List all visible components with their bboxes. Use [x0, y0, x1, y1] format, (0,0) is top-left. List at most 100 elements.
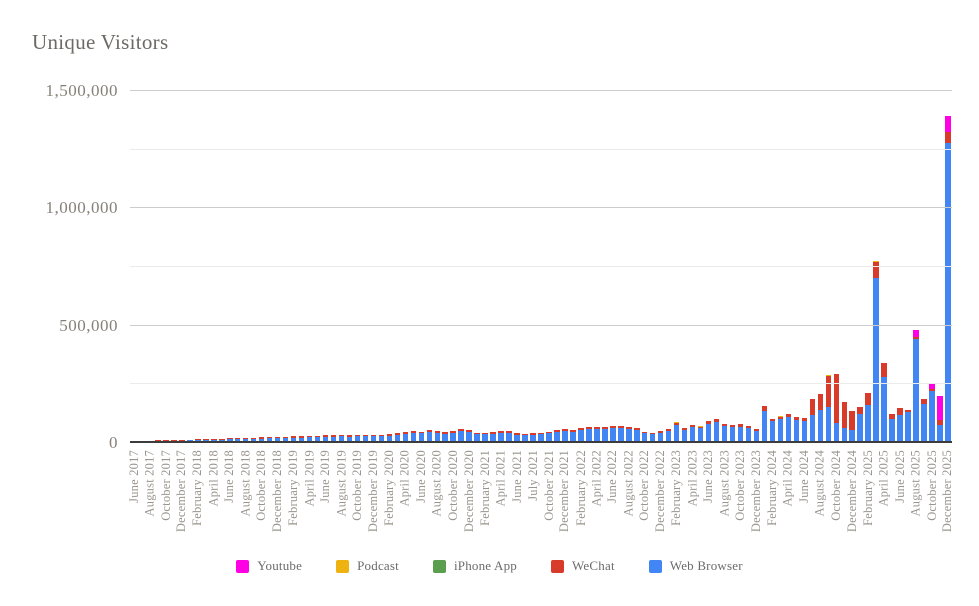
bar-segment-wechat[interactable]: [602, 426, 608, 429]
bar-segment-wechat[interactable]: [777, 416, 784, 420]
bar-segment-web-browser[interactable]: [657, 432, 664, 442]
bar-segment-wechat[interactable]: [179, 439, 185, 441]
bar-segment-web-browser[interactable]: [426, 431, 433, 442]
bar-september-2022[interactable]: [634, 427, 640, 442]
bar-segment-wechat[interactable]: [242, 437, 249, 439]
bar-segment-web-browser[interactable]: [897, 414, 903, 442]
bar-segment-web-browser[interactable]: [849, 429, 855, 442]
bar-segment-web-browser[interactable]: [586, 429, 592, 442]
bar-segment-wechat[interactable]: [929, 389, 935, 392]
bar-january-2020[interactable]: [378, 434, 385, 442]
bar-segment-wechat[interactable]: [610, 425, 616, 428]
bar-april-2020[interactable]: [402, 431, 409, 442]
bar-segment-web-browser[interactable]: [458, 430, 464, 442]
bar-segment-wechat[interactable]: [634, 428, 640, 431]
bar-may-2020[interactable]: [410, 431, 417, 442]
bar-march-2023[interactable]: [681, 427, 688, 442]
bar-february-2023[interactable]: [673, 422, 680, 442]
bar-july-2025[interactable]: [905, 410, 911, 442]
bar-segment-web-browser[interactable]: [306, 437, 313, 442]
bar-segment-web-browser[interactable]: [298, 437, 305, 442]
bar-july-2024[interactable]: [809, 398, 816, 442]
bar-september-2024[interactable]: [825, 375, 832, 442]
bar-april-2025[interactable]: [881, 363, 887, 442]
bar-segment-web-browser[interactable]: [530, 434, 536, 442]
bar-august-2020[interactable]: [434, 431, 440, 442]
bar-august-2025[interactable]: [913, 330, 919, 442]
bar-segment-wechat[interactable]: [857, 407, 863, 414]
bar-segment-wechat[interactable]: [705, 421, 712, 424]
bar-august-2018[interactable]: [242, 437, 249, 442]
bar-segment-web-browser[interactable]: [793, 419, 800, 442]
bar-segment-wechat[interactable]: [586, 427, 592, 430]
bar-segment-wechat[interactable]: [721, 423, 728, 426]
bar-segment-podcast[interactable]: [873, 261, 879, 263]
bar-november-2019[interactable]: [362, 434, 369, 442]
bar-segment-wechat[interactable]: [570, 430, 576, 432]
bar-segment-wechat[interactable]: [673, 423, 680, 426]
bar-segment-wechat[interactable]: [753, 429, 760, 431]
bar-january-2024[interactable]: [761, 405, 768, 442]
bar-october-2018[interactable]: [258, 437, 265, 442]
bar-november-2025[interactable]: [937, 396, 943, 442]
bar-segment-web-browser[interactable]: [554, 431, 560, 442]
bar-segment-podcast[interactable]: [697, 426, 704, 427]
bar-segment-web-browser[interactable]: [378, 436, 385, 442]
bar-segment-web-browser[interactable]: [434, 433, 440, 442]
bar-segment-web-browser[interactable]: [466, 432, 472, 442]
bar-segment-youtube[interactable]: [913, 330, 919, 338]
bar-segment-youtube[interactable]: [945, 115, 951, 132]
bar-february-2024[interactable]: [769, 418, 776, 442]
bar-segment-web-browser[interactable]: [506, 433, 512, 442]
bar-june-2022[interactable]: [610, 425, 616, 442]
bar-august-2023[interactable]: [721, 423, 728, 442]
bar-march-2020[interactable]: [394, 433, 401, 442]
bar-segment-web-browser[interactable]: [737, 426, 744, 442]
bar-october-2023[interactable]: [737, 423, 744, 442]
bar-segment-web-browser[interactable]: [602, 428, 608, 442]
bar-segment-wechat[interactable]: [314, 435, 321, 438]
bar-segment-wechat[interactable]: [681, 427, 688, 430]
bar-march-2019[interactable]: [298, 436, 305, 442]
bar-may-2024[interactable]: [793, 416, 800, 442]
bar-segment-wechat[interactable]: [825, 376, 832, 407]
bar-may-2021[interactable]: [506, 431, 512, 442]
bar-segment-wechat[interactable]: [945, 131, 951, 144]
bar-march-2022[interactable]: [586, 427, 592, 442]
bar-january-2022[interactable]: [570, 430, 576, 442]
bar-segment-web-browser[interactable]: [242, 438, 249, 442]
bar-may-2025[interactable]: [889, 413, 895, 442]
bar-segment-web-browser[interactable]: [402, 433, 409, 442]
bar-segment-wechat[interactable]: [562, 429, 568, 432]
bar-segment-web-browser[interactable]: [498, 432, 504, 442]
bar-segment-wechat[interactable]: [394, 433, 401, 435]
bar-segment-wechat[interactable]: [274, 437, 281, 439]
bar-march-2018[interactable]: [203, 438, 209, 442]
bar-segment-wechat[interactable]: [905, 410, 911, 412]
bar-segment-web-browser[interactable]: [266, 438, 273, 442]
bar-segment-web-browser[interactable]: [594, 429, 600, 442]
bar-segment-web-browser[interactable]: [937, 425, 943, 442]
bar-segment-wechat[interactable]: [450, 431, 456, 434]
bar-segment-wechat[interactable]: [418, 431, 425, 434]
bar-segment-web-browser[interactable]: [929, 391, 935, 442]
bar-segment-web-browser[interactable]: [673, 425, 680, 442]
bar-segment-wechat[interactable]: [362, 434, 369, 437]
bar-november-2018[interactable]: [266, 437, 273, 442]
bar-segment-web-browser[interactable]: [282, 438, 289, 442]
bar-june-2021[interactable]: [514, 433, 520, 442]
bar-segment-wechat[interactable]: [618, 426, 624, 429]
bar-segment-wechat[interactable]: [833, 374, 840, 424]
bar-segment-wechat[interactable]: [482, 432, 488, 435]
bar-segment-web-browser[interactable]: [250, 438, 257, 442]
bar-november-2024[interactable]: [841, 401, 847, 442]
bar-september-2019[interactable]: [346, 435, 353, 442]
bar-segment-web-browser[interactable]: [841, 427, 847, 442]
bar-december-2021[interactable]: [562, 429, 568, 442]
bar-december-2020[interactable]: [466, 430, 472, 442]
bar-segment-wechat[interactable]: [594, 426, 600, 430]
bar-july-2022[interactable]: [618, 426, 624, 442]
bar-segment-youtube[interactable]: [937, 396, 943, 421]
bar-segment-wechat[interactable]: [434, 431, 440, 434]
bar-segment-wechat[interactable]: [498, 430, 504, 433]
